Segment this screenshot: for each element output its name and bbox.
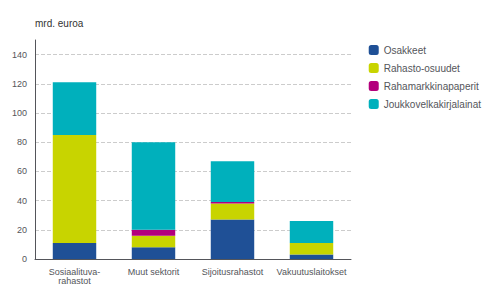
svg-text:20: 20: [17, 225, 27, 235]
svg-text:Rahamarkkinapaperit: Rahamarkkinapaperit: [384, 81, 479, 92]
svg-text:Sosiaalituva-: Sosiaalituva-: [48, 266, 101, 277]
svg-text:120: 120: [12, 79, 27, 89]
svg-text:Rahasto-osuudet: Rahasto-osuudet: [384, 63, 460, 74]
svg-text:Muut sektorit: Muut sektorit: [128, 267, 180, 277]
svg-text:Osakkeet: Osakkeet: [384, 45, 426, 56]
svg-text:40: 40: [17, 196, 27, 206]
svg-text:80: 80: [17, 137, 27, 147]
svg-text:rahastot: rahastot: [58, 276, 91, 286]
svg-text:0: 0: [22, 254, 27, 264]
svg-text:100: 100: [12, 108, 27, 118]
svg-text:140: 140: [12, 50, 27, 60]
svg-text:Vakuutuslaitokset: Vakuutuslaitokset: [277, 267, 347, 277]
svg-text:Joukkovelkakirjalainat: Joukkovelkakirjalainat: [384, 99, 481, 110]
svg-text:60: 60: [17, 166, 27, 176]
svg-text:Sijoitusrahastot: Sijoitusrahastot: [202, 267, 264, 277]
svg-text:mrd. euroa: mrd. euroa: [35, 18, 84, 29]
